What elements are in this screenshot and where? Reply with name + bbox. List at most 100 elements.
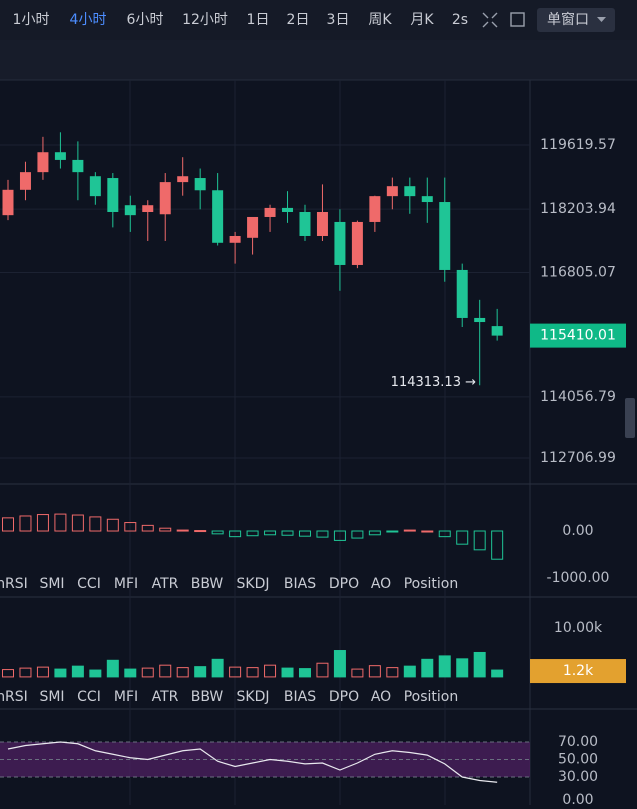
dropdown-caret [597, 17, 606, 22]
y-tick-label: 0.00 [562, 523, 593, 539]
indicator-tab[interactable]: CCI [77, 689, 101, 705]
indicator-tab[interactable]: ATR [152, 576, 179, 592]
indicator-tab[interactable]: SMI [39, 689, 64, 705]
interval-tab[interactable]: 2日 [287, 12, 310, 28]
side-handle[interactable] [625, 398, 635, 438]
volume-bar [351, 668, 364, 678]
macd-bar [421, 530, 434, 533]
volume-bar [281, 667, 294, 678]
rsi-line [7, 741, 498, 783]
volume-bar [176, 667, 189, 678]
indicator-tab[interactable]: Position [404, 689, 459, 705]
indicator-tab[interactable]: MFI [114, 689, 138, 705]
candle-body [89, 176, 101, 197]
volume-bar [386, 667, 399, 678]
indicator-tab[interactable]: SMI [39, 576, 64, 592]
indicator-tab[interactable]: SKDJ [237, 689, 270, 705]
candle-body [229, 235, 241, 243]
volume-bar [36, 666, 49, 678]
interval-tab[interactable]: 1小时 [13, 12, 50, 28]
volume-bar [141, 667, 154, 678]
indicator-tab[interactable]: SKDJ [237, 576, 270, 592]
volume-bar [89, 669, 102, 678]
low-annotation: 114313.13 → [391, 375, 476, 390]
candle-body [159, 182, 171, 215]
last-price-label: 115410.01 [540, 328, 616, 344]
subbar [0, 40, 637, 80]
volume-bar [194, 666, 207, 678]
indicator-tab[interactable]: DPO [329, 689, 359, 705]
volume-bar [333, 650, 346, 678]
indicator-tab[interactable]: nRSI [0, 689, 28, 705]
volume-bar [211, 658, 224, 678]
y-tick-label: 50.00 [558, 752, 598, 768]
volume-bar [298, 668, 311, 678]
volume-bar [246, 667, 259, 678]
y-tick-label: 112706.99 [540, 450, 616, 466]
candle-body [142, 205, 154, 212]
candle-body [54, 152, 66, 160]
interval-tab[interactable]: 4小时 [70, 12, 107, 28]
indicator-tab[interactable]: BBW [191, 576, 224, 592]
indicator-tab[interactable]: nRSI [0, 576, 28, 592]
interval-tab[interactable]: 1日 [247, 12, 270, 28]
macd-bar [316, 530, 329, 538]
indicator-tab[interactable]: DPO [329, 576, 359, 592]
macd-bar [438, 530, 451, 538]
indicator-tab[interactable]: BIAS [284, 689, 316, 705]
macd-bar [159, 527, 172, 532]
y-tick-label: -1000.00 [547, 570, 610, 586]
volume-last-label: 1.2k [563, 663, 594, 679]
macd-bar [281, 530, 294, 536]
macd-bar [386, 530, 399, 533]
macd-bar [456, 530, 469, 545]
indicator-tab[interactable]: AO [371, 689, 391, 705]
macd-bar [141, 524, 154, 532]
interval-tab[interactable]: 3日 [327, 12, 350, 28]
indicator-tab[interactable]: Position [404, 576, 459, 592]
candle-body [282, 207, 294, 212]
window-button[interactable] [537, 8, 615, 32]
indicator-tab[interactable]: BIAS [284, 576, 316, 592]
macd-bar [246, 530, 259, 537]
y-tick-label: 10.00k [554, 620, 603, 636]
volume-bar [403, 665, 416, 678]
interval-tab[interactable]: 12小时 [182, 12, 228, 28]
macd-bar [19, 515, 32, 532]
candle-body [124, 205, 136, 216]
interval-tab[interactable]: 6小时 [127, 12, 164, 28]
candle-body [316, 211, 328, 236]
volume-bar [106, 659, 119, 678]
macd-bar [36, 514, 49, 532]
volume-bar [368, 665, 381, 678]
toolbar-icons[interactable] [482, 12, 525, 28]
volume-bar [456, 658, 469, 678]
candle-body [491, 326, 503, 336]
indicator-tab[interactable]: CCI [77, 576, 101, 592]
indicator-tab[interactable]: BBW [191, 689, 224, 705]
interval-tab[interactable]: 2s [452, 12, 468, 28]
y-tick-label: 30.00 [558, 769, 598, 785]
volume-bar [2, 669, 14, 678]
macd-bar [2, 517, 14, 532]
candle-body [212, 190, 224, 243]
candle-body [456, 269, 468, 318]
candle-body [474, 317, 486, 323]
indicator-tab[interactable]: ATR [152, 689, 179, 705]
macd-bar [333, 530, 346, 541]
indicator-tab[interactable]: AO [371, 576, 391, 592]
y-tick-label: 114056.79 [540, 389, 616, 405]
macd-bar [124, 522, 137, 532]
interval-tab[interactable]: 周K [368, 12, 392, 28]
macd-bar [176, 529, 189, 532]
candle-body [369, 196, 381, 222]
volume-bar [19, 667, 32, 678]
indicator-tab[interactable]: MFI [114, 576, 138, 592]
volume-bar [124, 668, 137, 678]
candle-body [107, 178, 119, 212]
macd-bar [89, 516, 102, 532]
candle-body [334, 221, 346, 265]
interval-tab[interactable]: 月K [410, 12, 434, 28]
candle-body [37, 152, 49, 173]
